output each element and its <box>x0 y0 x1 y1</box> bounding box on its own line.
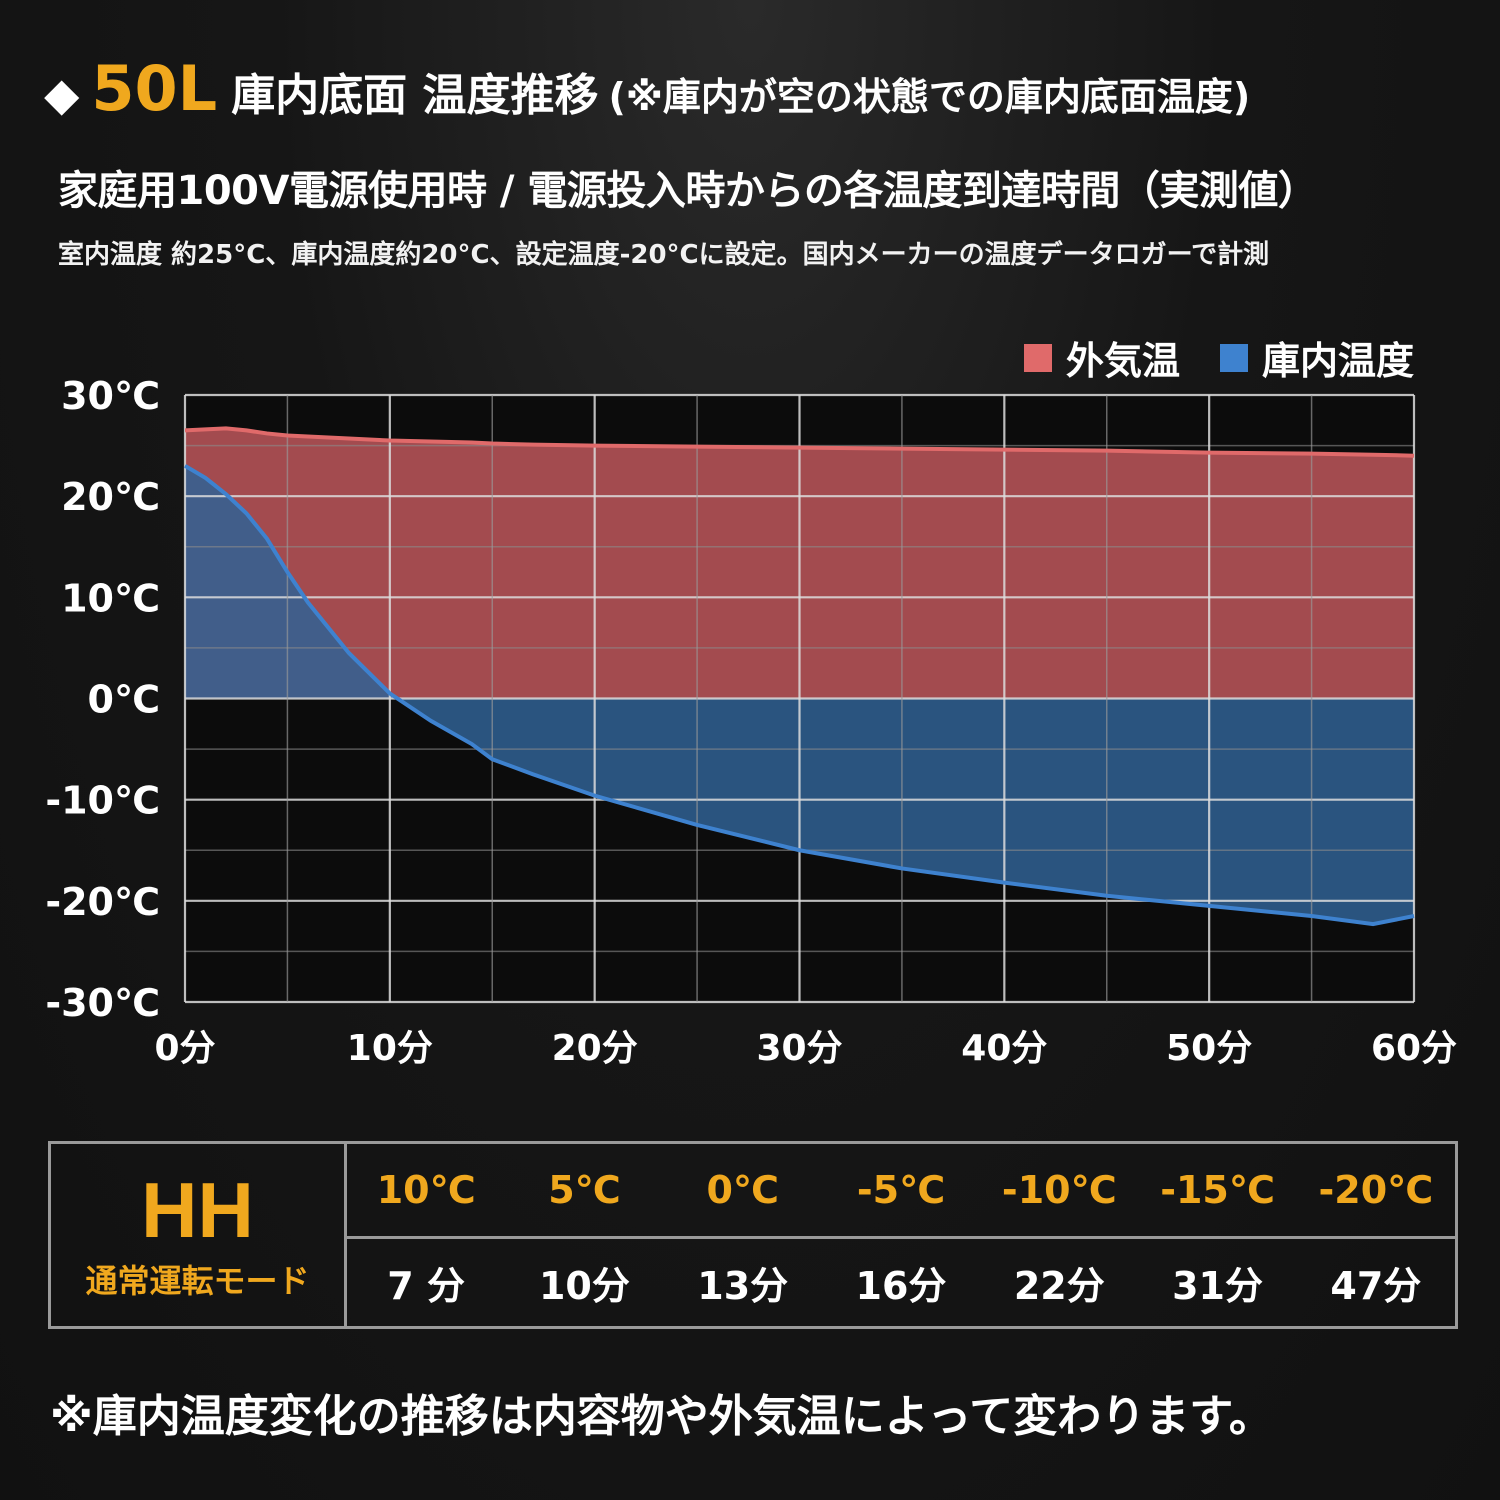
capacity-label: 50L <box>91 52 218 125</box>
y-tick-label: -30℃ <box>45 981 160 1025</box>
temperature-row: 10℃ 5℃ 0℃ -5℃ -10℃ -15℃ -20℃ <box>347 1144 1455 1239</box>
target-temperature: -5℃ <box>856 1168 946 1212</box>
reach-time: 13分 <box>697 1264 789 1308</box>
y-tick-label: 10℃ <box>61 576 160 620</box>
mode-cell: HH 通常運転モード <box>51 1144 347 1326</box>
x-tick-label: 30分 <box>756 1028 842 1069</box>
reach-time: 16分 <box>855 1264 947 1308</box>
target-temperature: -15℃ <box>1160 1168 1275 1212</box>
y-tick-label: 0℃ <box>88 678 160 722</box>
reach-time: 31分 <box>1172 1264 1263 1308</box>
series-line-inside-temperature <box>183 464 1415 927</box>
target-temperature: -20℃ <box>1318 1168 1434 1212</box>
y-tick-label: -10℃ <box>45 779 160 823</box>
subtitle: 家庭用100V電源使用時 / 電源投入時からの各温度到達時間（実測値） <box>58 168 1318 214</box>
x-tick-label: 20分 <box>552 1028 638 1069</box>
target-temperature: 0℃ <box>706 1168 779 1212</box>
temperature-chart: -30℃ -20℃ -10℃ 0℃ 10℃ 20℃ 30℃ 0分 10分 20分 30分 40分 50分… <box>45 374 1457 1069</box>
reach-time: 7 分 <box>387 1264 465 1308</box>
mode-table: HH 通常運転モード 10℃ 5℃ 0℃ -5℃ -10℃ -15℃ -20℃ 7 分 10分… <box>48 1141 1458 1329</box>
target-temperature: -10℃ <box>1001 1168 1117 1212</box>
x-tick-label: 40分 <box>961 1028 1047 1069</box>
reach-time: 10分 <box>538 1264 630 1308</box>
title-note: (※庫内が空の状態での庫内底面温度) <box>608 75 1251 119</box>
x-tick-label: 0分 <box>154 1028 215 1069</box>
time-row: 7 分 10分 13分 16分 22分 31分 47分 <box>347 1239 1455 1326</box>
reach-time: 47分 <box>1330 1264 1422 1308</box>
x-tick-label: 10分 <box>347 1028 433 1069</box>
target-temperature: 5℃ <box>548 1168 621 1212</box>
mode-code: HH <box>141 1166 254 1254</box>
legend-swatch-inside <box>1219 343 1248 372</box>
legend-swatch-outside <box>1023 343 1052 372</box>
chart-legend: 外気温 庫内温度 <box>1023 330 1414 385</box>
y-tick-label: -20℃ <box>45 880 160 924</box>
mode-name: 通常運転モード <box>85 1262 310 1300</box>
footnote: ※庫内温度変化の推移は内容物や外気温によって変わります。 <box>50 1391 1273 1442</box>
target-temperature: 10℃ <box>376 1168 476 1212</box>
diamond-icon: ◆ <box>44 67 80 121</box>
page-title: 庫内底面 温度推移 <box>231 70 599 121</box>
title-row: ◆ 50L 庫内底面 温度推移 (※庫内が空の状態での庫内底面温度) <box>44 52 1250 132</box>
y-tick-label: 20℃ <box>61 475 160 519</box>
reach-time: 22分 <box>1013 1264 1105 1308</box>
series-line-outside-temperature <box>184 426 1415 458</box>
legend-label-outside: 外気温 <box>1065 339 1180 383</box>
y-tick-label: 30℃ <box>61 374 160 418</box>
measurement-condition: 室内温度 約25°C、庫内温度約20°C、設定温度-20°Cに設定。国内メーカー… <box>58 240 1270 270</box>
mode-table-columns: 10℃ 5℃ 0℃ -5℃ -10℃ -15℃ -20℃ 7 分 10分 13分 16分 22分 31… <box>347 1144 1455 1326</box>
x-tick-label: 50分 <box>1166 1028 1252 1069</box>
legend-label-inside: 庫内温度 <box>1261 339 1414 383</box>
x-tick-label: 60分 <box>1371 1028 1457 1069</box>
